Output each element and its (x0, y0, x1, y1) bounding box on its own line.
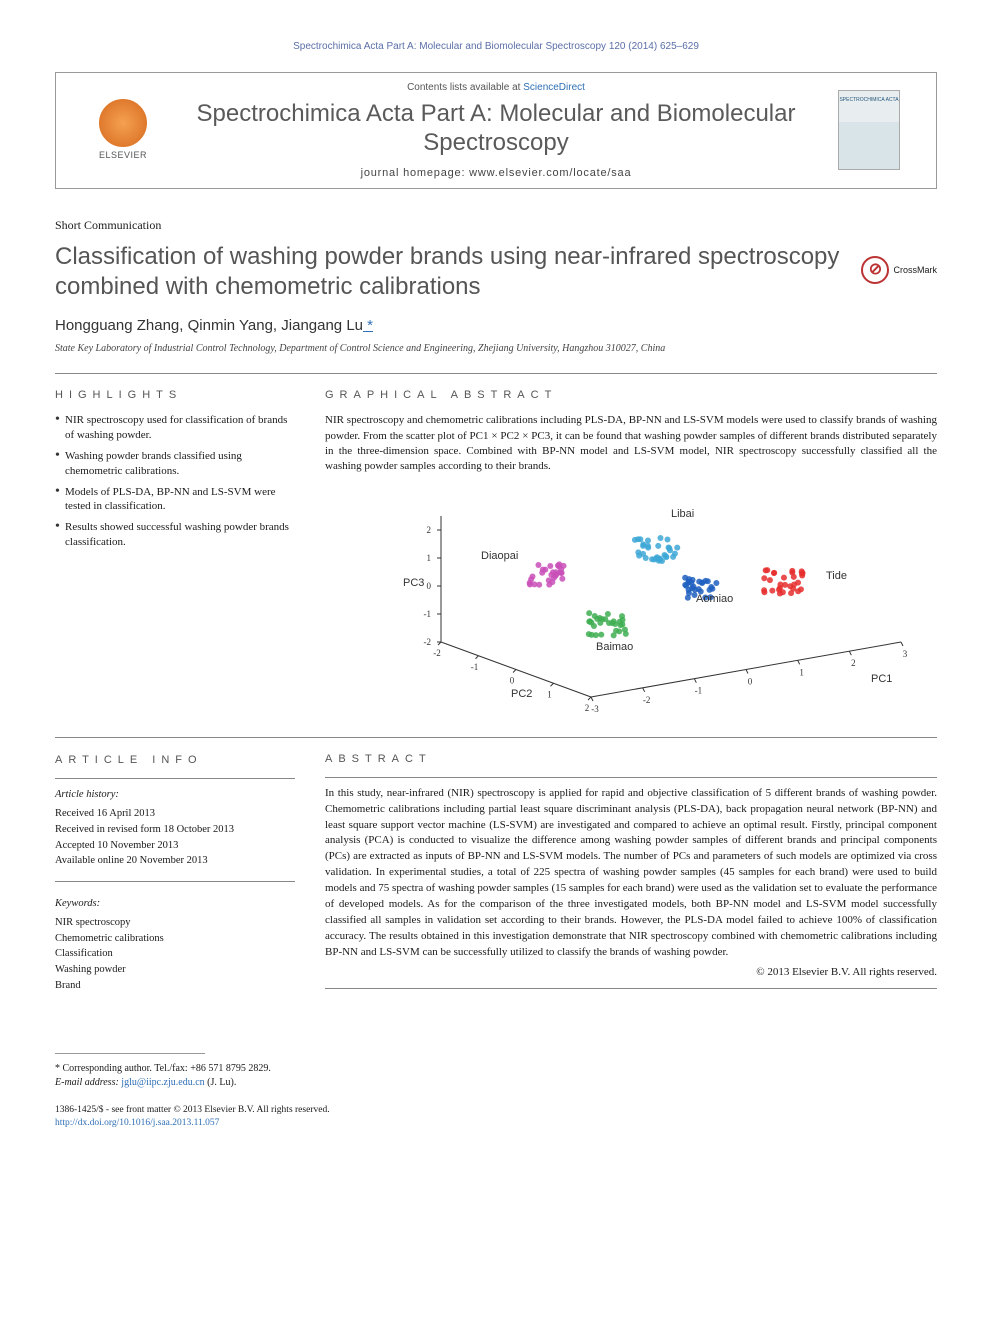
article-title: Classification of washing powder brands … (55, 242, 861, 302)
history-lines: Received 16 April 2013Received in revise… (55, 806, 295, 869)
svg-text:PC3: PC3 (403, 577, 424, 589)
svg-text:1: 1 (799, 667, 804, 677)
svg-text:2: 2 (851, 658, 856, 668)
abstract-copyright: © 2013 Elsevier B.V. All rights reserved… (325, 965, 937, 980)
graphical-text: NIR spectroscopy and chemometric calibra… (325, 413, 937, 475)
svg-text:Baimao: Baimao (596, 641, 633, 653)
keyword-item: NIR spectroscopy (55, 915, 295, 931)
keyword-item: Washing powder (55, 962, 295, 978)
journal-homepage: journal homepage: www.elsevier.com/locat… (178, 166, 814, 181)
keywords-list: NIR spectroscopyChemometric calibrations… (55, 915, 295, 994)
footnote-sep (55, 1053, 205, 1054)
sciencedirect-link[interactable]: ScienceDirect (523, 82, 585, 93)
journal-cover-block: SPECTROCHIMICA ACTA (814, 90, 924, 170)
affiliation: State Key Laboratory of Industrial Contr… (55, 342, 937, 356)
corr-author-line: * Corresponding author. Tel./fax: +86 57… (55, 1062, 937, 1076)
publisher-name: ELSEVIER (99, 149, 147, 161)
history-line: Received in revised form 18 October 2013 (55, 822, 295, 838)
masthead: ELSEVIER Contents lists available at Sci… (55, 72, 937, 190)
article-info-block: ARTICLE INFO Article history: Received 1… (55, 752, 295, 1003)
svg-text:-1: -1 (471, 662, 479, 672)
svg-text:Libai: Libai (671, 508, 694, 520)
svg-text:0: 0 (748, 676, 753, 686)
publisher-logo-block: ELSEVIER (68, 90, 178, 170)
issn-line: 1386-1425/$ - see front matter © 2013 El… (55, 1104, 937, 1117)
crossmark-icon: ⊘ (861, 256, 889, 284)
elsevier-logo: ELSEVIER (88, 90, 158, 170)
divider (55, 778, 295, 779)
masthead-center: Contents lists available at ScienceDirec… (178, 81, 814, 181)
svg-text:2: 2 (427, 525, 432, 535)
keyword-item: Brand (55, 978, 295, 994)
history-head: Article history: (55, 787, 295, 803)
keyword-item: Chemometric calibrations (55, 931, 295, 947)
running-head: Spectrochimica Acta Part A: Molecular an… (55, 40, 937, 54)
history-line: Accepted 10 November 2013 (55, 838, 295, 854)
bottom-block: 1386-1425/$ - see front matter © 2013 El… (55, 1104, 937, 1131)
journal-cover-text: SPECTROCHIMICA ACTA (839, 97, 898, 104)
svg-text:-2: -2 (424, 637, 432, 647)
email-label: E-mail address: (55, 1077, 121, 1088)
pca-3d-scatter-chart: -2 -1 0 1 2 PC3 -2 -1 0 1 2 PC2 -3 -2 -1 0 1 2 3 PC1 Libai Di… (325, 487, 937, 717)
contents-available-line: Contents lists available at ScienceDirec… (178, 81, 814, 95)
divider (55, 737, 937, 738)
authors-names: Hongguang Zhang, Qinmin Yang, Jiangang L… (55, 317, 363, 334)
svg-text:Diaopai: Diaopai (481, 550, 518, 562)
abstract-text: In this study, near-infrared (NIR) spect… (325, 786, 937, 961)
journal-title: Spectrochimica Acta Part A: Molecular an… (178, 100, 814, 158)
svg-text:PC2: PC2 (511, 688, 532, 700)
keywords-head: Keywords: (55, 896, 295, 912)
keyword-item: Classification (55, 946, 295, 962)
svg-text:PC1: PC1 (871, 673, 892, 685)
graphical-abstract-block: GRAPHICAL ABSTRACT NIR spectroscopy and … (325, 388, 937, 716)
abstract-head: ABSTRACT (325, 752, 937, 767)
svg-text:1: 1 (427, 553, 432, 563)
highlights-block: HIGHLIGHTS NIR spectroscopy used for cla… (55, 388, 295, 716)
divider (325, 988, 937, 989)
svg-text:-1: -1 (424, 609, 432, 619)
corresponding-mark[interactable]: * (363, 317, 373, 334)
crossmark-badge[interactable]: ⊘ CrossMark (861, 256, 937, 284)
corresponding-footnote: * Corresponding author. Tel./fax: +86 57… (55, 1062, 937, 1090)
doi-link[interactable]: http://dx.doi.org/10.1016/j.saa.2013.11.… (55, 1118, 219, 1128)
highlights-head: HIGHLIGHTS (55, 388, 295, 403)
divider (55, 373, 937, 374)
history-line: Available online 20 November 2013 (55, 853, 295, 869)
svg-text:-2: -2 (643, 695, 651, 705)
abstract-block: ABSTRACT In this study, near-infrared (N… (325, 752, 937, 1003)
svg-text:1: 1 (547, 689, 552, 699)
history-line: Received 16 April 2013 (55, 806, 295, 822)
highlight-item: Models of PLS-DA, BP-NN and LS-SVM were … (55, 485, 295, 515)
article-info-head: ARTICLE INFO (55, 752, 295, 769)
highlight-item: Results showed successful washing powder… (55, 520, 295, 550)
highlights-list: NIR spectroscopy used for classification… (55, 413, 295, 550)
crossmark-label: CrossMark (893, 264, 937, 276)
article-type: Short Communication (55, 217, 937, 233)
svg-text:Aomiao: Aomiao (696, 593, 733, 605)
divider (325, 777, 937, 778)
svg-text:3: 3 (903, 649, 908, 659)
svg-text:-2: -2 (433, 648, 441, 658)
highlight-item: NIR spectroscopy used for classification… (55, 413, 295, 443)
elsevier-tree-icon (99, 99, 147, 147)
svg-text:2: 2 (585, 703, 590, 713)
svg-text:-1: -1 (695, 685, 703, 695)
svg-text:0: 0 (427, 581, 432, 591)
svg-text:0: 0 (510, 675, 515, 685)
journal-cover-thumb: SPECTROCHIMICA ACTA (838, 90, 900, 170)
authors-line: Hongguang Zhang, Qinmin Yang, Jiangang L… (55, 316, 937, 336)
corr-email-link[interactable]: jglu@iipc.zju.edu.cn (121, 1077, 204, 1088)
highlight-item: Washing powder brands classified using c… (55, 449, 295, 479)
contents-prefix: Contents lists available at (407, 82, 523, 93)
svg-text:Tide: Tide (826, 570, 847, 582)
divider (55, 881, 295, 882)
svg-text:-3: -3 (591, 704, 599, 714)
email-suffix: (J. Lu). (205, 1077, 237, 1088)
graphical-head: GRAPHICAL ABSTRACT (325, 388, 937, 403)
